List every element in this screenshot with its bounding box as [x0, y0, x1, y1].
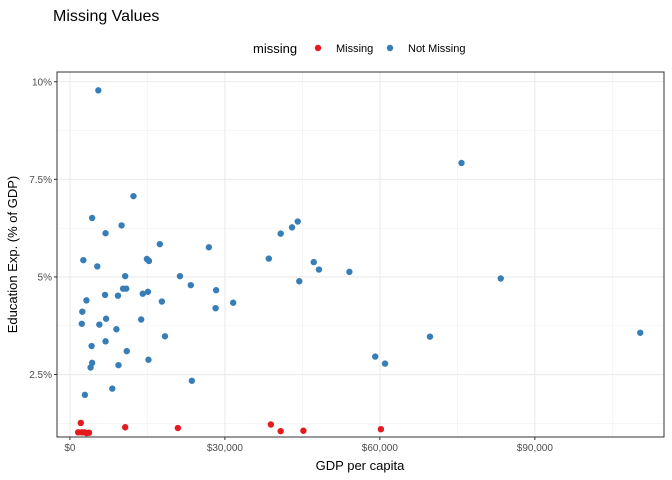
y-axis: 2.5% 5% 7.5% 10%: [29, 77, 57, 381]
legend-key-not-missing: [386, 44, 394, 52]
chart-title: Missing Values: [53, 8, 159, 25]
point-missing: [121, 424, 129, 431]
point-not-missing: [114, 292, 122, 299]
point-not-missing: [296, 278, 303, 285]
legend-entry-not-missing: Not Missing: [386, 43, 465, 55]
data-points: [74, 87, 644, 437]
legend-key-missing: [314, 44, 322, 52]
point-not-missing: [81, 391, 89, 399]
y-axis-title: Education Exp. (% of GDP): [5, 176, 20, 334]
point-not-missing: [83, 297, 90, 304]
point-not-missing: [95, 87, 102, 94]
x-axis-title: GDP per capita: [316, 458, 405, 473]
point-not-missing: [212, 304, 219, 312]
x-axis: $0 $30,000 $60,000 $90,000: [64, 437, 553, 454]
point-not-missing: [102, 315, 110, 322]
point-not-missing: [212, 287, 220, 294]
point-missing: [85, 429, 93, 436]
point-not-missing: [145, 356, 152, 363]
y-tick-label: 7.5%: [29, 175, 52, 186]
point-not-missing: [78, 320, 85, 327]
point-not-missing: [315, 266, 323, 273]
point-missing: [300, 427, 307, 434]
y-tick-label: 10%: [32, 77, 52, 88]
point-not-missing: [113, 326, 120, 333]
point-not-missing: [144, 288, 152, 295]
point-missing: [267, 421, 275, 428]
x-tick-label: $90,000: [517, 443, 554, 454]
point-not-missing: [497, 275, 504, 282]
point-not-missing: [101, 291, 109, 299]
point-not-missing: [372, 353, 379, 360]
point-not-missing: [205, 244, 213, 251]
x-tick-label: $0: [64, 443, 76, 454]
point-missing: [277, 427, 284, 435]
point-not-missing: [94, 263, 101, 270]
point-not-missing: [79, 308, 86, 315]
point-not-missing: [118, 222, 125, 229]
point-not-missing: [310, 258, 317, 266]
point-not-missing: [88, 214, 96, 222]
y-tick-label: 5%: [38, 272, 53, 283]
point-not-missing: [80, 256, 87, 264]
point-not-missing: [637, 329, 644, 336]
point-not-missing: [102, 338, 109, 345]
point-not-missing: [145, 257, 153, 265]
legend: missing Missing Not Missing: [253, 41, 465, 56]
point-not-missing: [346, 268, 353, 276]
point-not-missing: [123, 285, 130, 292]
point-not-missing: [265, 255, 273, 262]
point-not-missing: [458, 159, 465, 167]
point-not-missing: [426, 333, 434, 340]
point-missing: [174, 424, 182, 432]
point-not-missing: [158, 298, 166, 305]
point-missing: [77, 419, 84, 427]
x-tick-label: $60,000: [362, 443, 399, 454]
plot-panel-border: [56, 71, 665, 438]
point-not-missing: [88, 342, 95, 350]
point-not-missing: [187, 281, 194, 289]
point-not-missing: [288, 224, 296, 231]
point-not-missing: [138, 316, 145, 323]
point-not-missing: [96, 321, 103, 328]
legend-title: missing: [253, 41, 297, 56]
point-not-missing: [176, 272, 184, 280]
legend-entry-missing: Missing: [314, 43, 373, 55]
point-not-missing: [139, 290, 146, 297]
legend-label-missing: Missing: [336, 43, 373, 55]
point-not-missing: [381, 360, 389, 367]
point-not-missing: [229, 299, 237, 306]
point-not-missing: [130, 192, 137, 200]
point-not-missing: [123, 347, 130, 355]
grid: [57, 72, 664, 437]
point-not-missing: [294, 218, 301, 225]
point-not-missing: [115, 361, 122, 369]
legend-label-not-missing: Not Missing: [408, 43, 465, 55]
point-missing: [377, 425, 385, 433]
point-not-missing: [161, 333, 169, 340]
point-not-missing: [121, 272, 129, 280]
point-not-missing: [277, 230, 284, 237]
point-not-missing: [188, 377, 196, 384]
point-not-missing: [156, 240, 164, 248]
point-not-missing: [87, 364, 94, 371]
point-not-missing: [109, 385, 116, 392]
x-tick-label: $30,000: [207, 443, 244, 454]
point-not-missing: [102, 230, 109, 237]
y-tick-label: 2.5%: [29, 370, 52, 381]
